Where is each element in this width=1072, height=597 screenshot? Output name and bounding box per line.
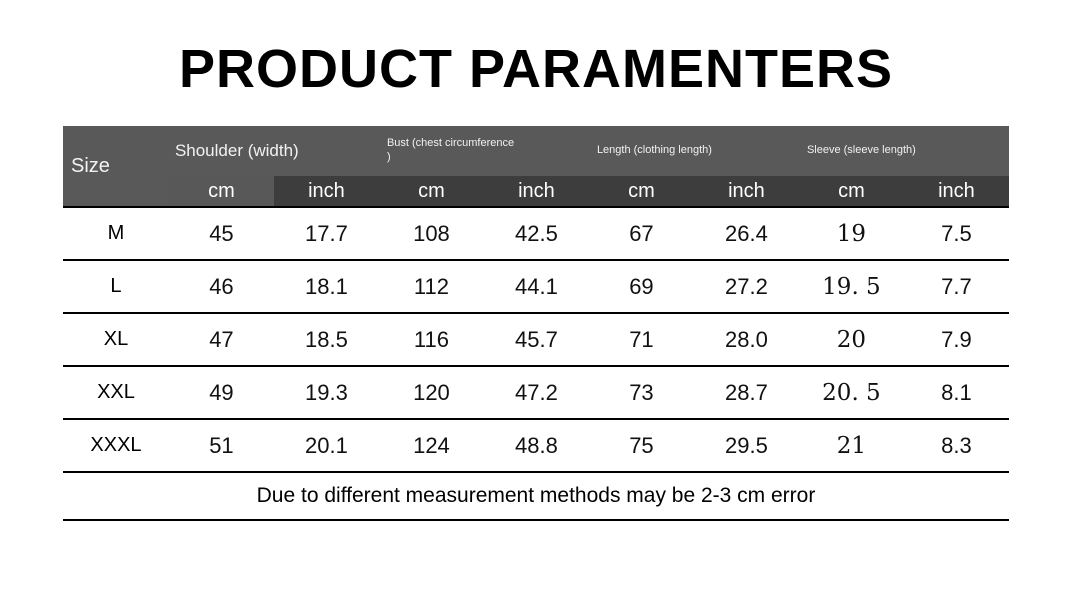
cell-length-cm: 71	[629, 326, 654, 352]
cell-bust-cm: 120	[413, 379, 450, 405]
table-header: Size Shoulder (width) Bust (chest circum…	[63, 126, 1009, 207]
cell-length-inch: 29.5	[725, 432, 768, 458]
cell-shoulder-inch: 19.3	[305, 379, 348, 405]
unit-header-shoulder-cm: cm	[168, 176, 274, 207]
cell-shoulder-inch: 18.5	[305, 326, 348, 352]
table-row: XL 47 18.5 116 45.7 71 28.0 20 7.9	[63, 313, 1009, 366]
cell-shoulder-inch: 20.1	[305, 432, 348, 458]
cell-shoulder-cm: 49	[209, 379, 234, 405]
cell-bust-inch: 48.8	[515, 432, 558, 458]
size-value: L	[110, 275, 122, 297]
cell-bust-inch: 47.2	[515, 379, 558, 405]
cell-sleeve-cm: 21	[836, 432, 867, 459]
cell-sleeve-inch: 7.7	[941, 273, 972, 299]
footer-row: Due to different measurement methods may…	[63, 472, 1009, 521]
size-value: XL	[103, 328, 129, 350]
cell-sleeve-inch: 8.3	[941, 432, 972, 458]
size-value: XXXL	[90, 434, 142, 456]
cell-sleeve-cm: 19. 5	[822, 273, 881, 300]
cell-length-cm: 69	[629, 273, 654, 299]
cell-shoulder-inch: 18.1	[305, 273, 348, 299]
unit-header-length-cm: cm	[588, 176, 694, 207]
table-row: L 46 18.1 112 44.1 69 27.2 19. 5 7.7	[63, 260, 1009, 313]
unit-header-length-inch: inch	[693, 176, 799, 207]
group-header-shoulder: Shoulder (width)	[168, 126, 379, 176]
table-row: XXXL 51 20.1 124 48.8 75 29.5 21 8.3	[63, 419, 1009, 472]
cell-bust-cm: 112	[413, 273, 449, 299]
cell-shoulder-cm: 46	[209, 273, 234, 299]
cell-sleeve-inch: 8.1	[941, 379, 972, 405]
cell-length-cm: 67	[629, 220, 654, 246]
cell-length-inch: 28.7	[725, 379, 768, 405]
cell-bust-inch: 42.5	[515, 220, 558, 246]
size-value: XXL	[97, 381, 135, 403]
cell-bust-cm: 108	[413, 220, 450, 246]
unit-header-shoulder-inch: inch	[273, 176, 379, 207]
table-body: M 45 17.7 108 42.5 67 26.4 19 7.5 L 46 1…	[63, 207, 1009, 472]
cell-bust-inch: 44.1	[515, 273, 558, 299]
size-column-header: Size	[63, 126, 169, 207]
cell-shoulder-cm: 45	[209, 220, 234, 246]
cell-sleeve-inch: 7.9	[941, 326, 972, 352]
unit-header-sleeve-inch: inch	[903, 176, 1009, 207]
cell-sleeve-cm: 20. 5	[822, 379, 881, 406]
unit-header-row: cm inch cm inch cm inch cm inch	[63, 176, 1009, 207]
measurement-note: Due to different measurement methods may…	[63, 472, 1009, 521]
cell-length-cm: 75	[629, 432, 654, 458]
cell-bust-cm: 124	[413, 432, 450, 458]
cell-length-cm: 73	[629, 379, 654, 405]
group-header-bust: Bust (chest circumference )	[378, 126, 589, 176]
cell-length-inch: 27.2	[725, 273, 768, 299]
cell-bust-cm: 116	[413, 326, 449, 352]
page-title: PRODUCT PARAMENTERS	[178, 39, 893, 99]
cell-length-inch: 26.4	[725, 220, 768, 246]
group-header-row: Size Shoulder (width) Bust (chest circum…	[63, 126, 1009, 207]
group-header-sleeve: Sleeve (sleeve length)	[798, 126, 1009, 176]
cell-sleeve-cm: 20	[836, 326, 867, 353]
size-value: M	[107, 222, 125, 244]
unit-header-bust-cm: cm	[378, 176, 484, 207]
group-header-length: Length (clothing length)	[588, 126, 799, 176]
table-row: XXL 49 19.3 120 47.2 73 28.7 20. 5 8.1	[63, 366, 1009, 419]
table-footer: Due to different measurement methods may…	[63, 472, 1009, 521]
unit-header-sleeve-cm: cm	[798, 176, 904, 207]
cell-shoulder-cm: 51	[209, 432, 234, 458]
cell-shoulder-cm: 47	[209, 326, 234, 352]
cell-sleeve-cm: 19	[836, 220, 867, 247]
cell-shoulder-inch: 17.7	[305, 220, 348, 246]
cell-bust-inch: 45.7	[515, 326, 558, 352]
unit-header-bust-inch: inch	[483, 176, 589, 207]
cell-length-inch: 28.0	[725, 326, 768, 352]
cell-sleeve-inch: 7.5	[941, 220, 972, 246]
table-row: M 45 17.7 108 42.5 67 26.4 19 7.5	[63, 207, 1009, 260]
size-table: Size Shoulder (width) Bust (chest circum…	[63, 126, 1009, 521]
